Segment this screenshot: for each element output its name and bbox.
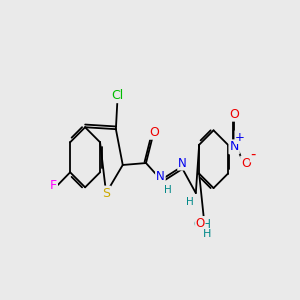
Text: N: N — [178, 157, 187, 169]
Text: H: H — [164, 185, 172, 195]
Text: Cl: Cl — [112, 89, 124, 102]
Text: N: N — [156, 170, 165, 183]
Text: N: N — [230, 140, 239, 153]
Text: F: F — [50, 179, 57, 192]
Text: +: + — [235, 131, 244, 144]
Text: O: O — [149, 126, 159, 139]
Text: OH: OH — [194, 218, 211, 231]
Text: H: H — [186, 196, 194, 206]
Text: S: S — [102, 187, 110, 200]
Text: H: H — [203, 229, 211, 239]
Text: O: O — [196, 217, 205, 230]
Text: O: O — [241, 157, 251, 169]
Text: O: O — [229, 108, 239, 121]
Text: -: - — [250, 147, 255, 162]
